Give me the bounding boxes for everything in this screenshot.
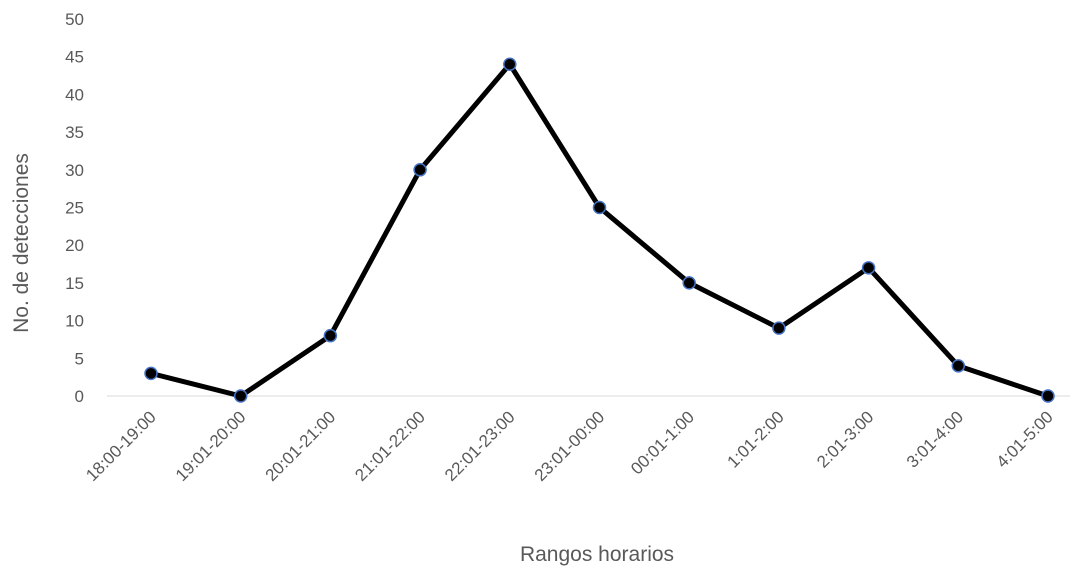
x-tick-label: 20:01-21:00 bbox=[262, 407, 340, 485]
y-axis-title: No. de detecciones bbox=[10, 153, 33, 333]
y-tick-label: 50 bbox=[65, 10, 84, 29]
y-tick-label: 5 bbox=[75, 349, 84, 368]
x-tick-label: 19:01-20:00 bbox=[172, 407, 250, 485]
data-point bbox=[682, 276, 696, 290]
data-point bbox=[772, 321, 786, 335]
x-tick-label: 21:01-22:00 bbox=[351, 407, 429, 485]
data-point bbox=[951, 359, 966, 373]
data-point bbox=[413, 163, 427, 177]
x-tick-label: 22:01-23:00 bbox=[441, 407, 519, 485]
y-tick-label: 10 bbox=[65, 312, 84, 331]
x-tick-label: 23:01-00:00 bbox=[531, 407, 609, 485]
y-tick-label: 0 bbox=[75, 387, 84, 406]
x-axis-title: Rangos horarios bbox=[520, 543, 674, 566]
x-tick-label: 2:01-3:00 bbox=[813, 407, 877, 471]
data-point bbox=[1041, 389, 1055, 403]
y-tick-label: 25 bbox=[65, 199, 84, 218]
data-point bbox=[592, 200, 607, 215]
x-tick-label: 4:01-5:00 bbox=[993, 407, 1057, 471]
y-tick-label: 20 bbox=[65, 236, 84, 255]
data-point bbox=[144, 366, 158, 381]
y-tick-label: 35 bbox=[65, 123, 84, 142]
y-axis-ticks: 0 5 10 15 20 25 30 35 40 45 50 bbox=[65, 10, 84, 406]
x-tick-label: 1:01-2:00 bbox=[723, 407, 787, 471]
x-tick-label: 18:00-19:00 bbox=[82, 407, 160, 485]
series-line bbox=[148, 61, 1051, 399]
x-axis-ticks: 18:00-19:00 19:01-20:00 20:01-21:00 21:01-2… bbox=[82, 407, 1057, 485]
data-point bbox=[503, 57, 517, 71]
data-point bbox=[861, 261, 876, 275]
y-tick-label: 45 bbox=[65, 48, 84, 67]
data-point bbox=[323, 328, 338, 343]
data-points bbox=[144, 57, 1055, 403]
x-tick-label: 00:01-1:00 bbox=[627, 407, 698, 478]
y-tick-label: 40 bbox=[65, 85, 84, 104]
data-point bbox=[233, 389, 248, 403]
y-tick-label: 30 bbox=[65, 161, 84, 180]
y-tick-label: 15 bbox=[65, 274, 84, 293]
x-tick-label: 3:01-4:00 bbox=[903, 407, 967, 471]
